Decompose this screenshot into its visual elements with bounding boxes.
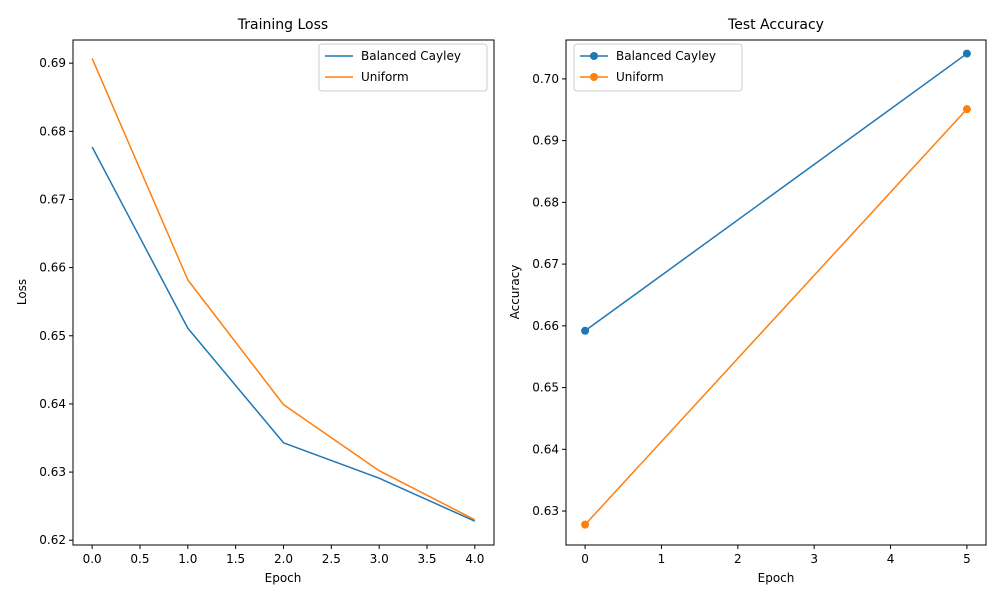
y-tick-label: 0.66 [532, 319, 559, 333]
legend-label-balanced-cayley: Balanced Cayley [361, 49, 461, 63]
x-axis-label: Epoch [758, 571, 795, 585]
legend: Balanced Cayley Uniform [318, 43, 488, 92]
y-tick-label: 0.62 [39, 533, 66, 547]
x-tick-label: 3.5 [417, 552, 436, 566]
x-tick-label: 1.5 [226, 552, 245, 566]
y-tick-label: 0.68 [532, 195, 559, 209]
y-tick-group: 0.62 0.63 0.64 0.65 0.66 0.67 0.68 0.69 [39, 56, 73, 547]
y-tick-label: 0.63 [39, 465, 66, 479]
chart-title: Training Loss [237, 17, 328, 33]
x-tick-label: 2.0 [274, 552, 293, 566]
data-point-uniform [581, 520, 590, 529]
data-point-uniform [962, 105, 971, 114]
series-line-uniform [584, 108, 968, 526]
x-tick-label: 4.0 [465, 552, 484, 566]
legend: Balanced Cayley Uniform [573, 43, 743, 92]
legend-label-uniform: Uniform [616, 70, 664, 84]
y-tick-label: 0.67 [532, 257, 559, 271]
legend-label-uniform: Uniform [361, 70, 409, 84]
series-line-uniform [91, 58, 476, 521]
series-line-balanced-cayley [91, 146, 476, 522]
x-tick-label: 2.5 [322, 552, 341, 566]
x-tick-label: 1.0 [178, 552, 197, 566]
y-tick-label: 0.67 [39, 192, 66, 206]
y-tick-label: 0.63 [532, 504, 559, 518]
data-point-balanced-cayley [581, 326, 590, 335]
x-axis-label: Epoch [265, 571, 302, 585]
x-tick-label: 0.5 [130, 552, 149, 566]
y-tick-label: 0.66 [39, 261, 66, 275]
y-tick-label: 0.64 [532, 442, 559, 456]
training-loss-chart: Training Loss 0.0 0.5 1.0 1.5 2.0 2.5 3.0 3.5 4.… [15, 17, 495, 585]
y-tick-label: 0.65 [39, 329, 66, 343]
y-tick-group: 0.63 0.64 0.65 0.66 0.67 0.68 0.69 0.70 [532, 72, 566, 518]
x-tick-label: 5 [963, 552, 971, 566]
series-group [91, 58, 476, 522]
plot-frame [565, 39, 987, 546]
legend-box [318, 43, 488, 92]
data-point-balanced-cayley [962, 49, 971, 58]
x-tick-group: 0 1 2 3 4 5 [581, 545, 971, 566]
x-tick-label: 3 [810, 552, 818, 566]
x-tick-label: 0 [581, 552, 589, 566]
legend-box [573, 43, 743, 92]
chart-title: Test Accuracy [727, 17, 824, 33]
legend-marker-balanced-cayley [590, 52, 598, 60]
y-tick-label: 0.69 [532, 134, 559, 148]
x-tick-group: 0.0 0.5 1.0 1.5 2.0 2.5 3.0 3.5 4.0 [83, 545, 484, 566]
x-tick-label: 1 [658, 552, 666, 566]
y-axis-label: Loss [15, 279, 29, 305]
legend-label-balanced-cayley: Balanced Cayley [616, 49, 716, 63]
y-tick-label: 0.65 [532, 381, 559, 395]
x-tick-label: 2 [734, 552, 742, 566]
x-tick-label: 0.0 [83, 552, 102, 566]
series-group [581, 49, 971, 529]
y-tick-label: 0.68 [39, 124, 66, 138]
x-tick-label: 4 [887, 552, 895, 566]
y-tick-label: 0.64 [39, 397, 66, 411]
x-tick-label: 3.0 [370, 552, 389, 566]
y-tick-label: 0.70 [532, 72, 559, 86]
legend-marker-uniform [590, 73, 598, 81]
y-axis-label: Accuracy [508, 265, 522, 320]
series-line-balanced-cayley [584, 52, 968, 332]
y-tick-label: 0.69 [39, 56, 66, 70]
